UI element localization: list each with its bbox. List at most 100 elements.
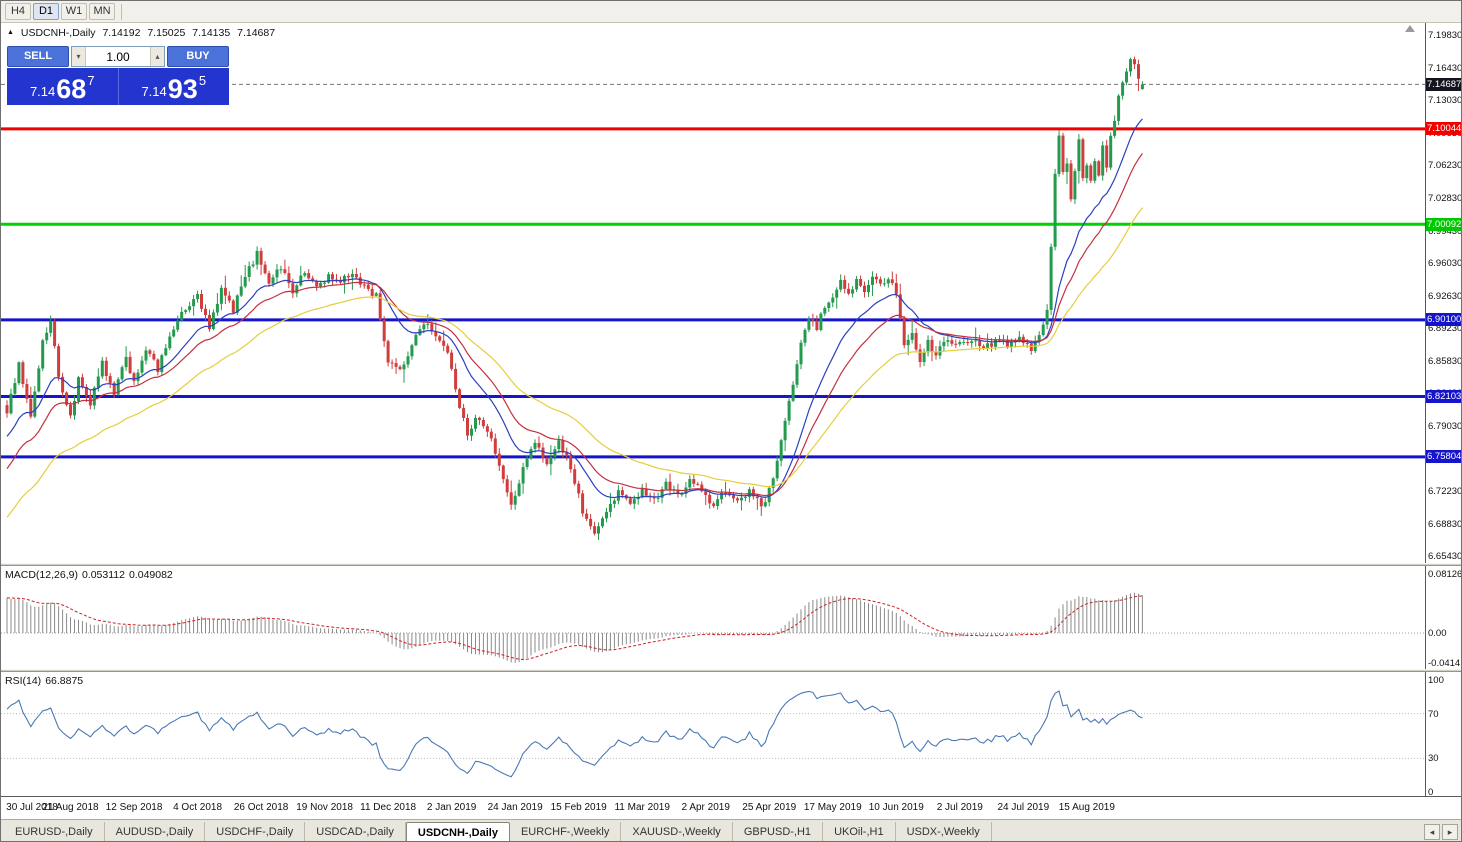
panel-splitter[interactable] <box>1 669 1461 672</box>
timeframe-button-mn[interactable]: MN <box>89 3 115 20</box>
buy-price-pip-digit: 5 <box>198 73 207 88</box>
date-axis-label: 30 Jul 2018 <box>6 802 58 813</box>
price-axis-label: 6.85830 <box>1428 355 1462 367</box>
chart-tab-ukoil-h1[interactable]: UKOil-,H1 <box>823 822 896 841</box>
chart-symbol-label: USDCNH-,Daily <box>20 27 96 39</box>
chart-tab-eurusd-daily[interactable]: EURUSD-,Daily <box>4 822 105 841</box>
volume-decrease-button[interactable]: ▾ <box>72 47 86 66</box>
date-axis-label: 2 Jan 2019 <box>426 802 477 813</box>
sell-price-big-digits: 68 <box>56 74 87 104</box>
arrow-left-icon: ◂ <box>1429 826 1435 837</box>
chart-tab-eurchf-weekly[interactable]: EURCHF-,Weekly <box>510 822 622 841</box>
support-level-badge: 7.00092 <box>1426 217 1462 231</box>
sell-price-pip-digit: 7 <box>87 73 95 88</box>
symbol-marker-icon: ▲ <box>7 29 14 36</box>
price-axis-label: 6.99430 <box>1428 225 1462 237</box>
price-axis-label: 6.68830 <box>1428 518 1462 530</box>
price-axis-label: 6.72230 <box>1428 486 1462 498</box>
date-axis-label: 12 Sep 2018 <box>105 802 163 813</box>
chart-tab-usdcnh-daily[interactable]: USDCNH-,Daily <box>405 822 510 841</box>
timeframe-button-h4[interactable]: H4 <box>5 3 31 20</box>
rsi-axis-label: 70 <box>1428 708 1439 720</box>
macd-chart[interactable] <box>1 566 1425 669</box>
chart-tab-gbpusd-h1[interactable]: GBPUSD-,H1 <box>733 822 824 841</box>
chevron-up-icon: ▴ <box>155 52 160 61</box>
date-axis-label: 21 Aug 2018 <box>42 802 99 813</box>
buy-price-big-digits: 93 <box>167 74 198 104</box>
sell-price-display[interactable]: 7.14 68 7 <box>7 68 119 105</box>
panel-splitter[interactable] <box>1 563 1461 566</box>
rsi-axis-label: 100 <box>1428 675 1444 686</box>
price-axis-label: 7.13030 <box>1428 95 1462 107</box>
buy-button[interactable]: BUY <box>167 46 229 67</box>
blue-level-badge: 6.75804 <box>1426 450 1462 464</box>
buy-price-prefix: 7.14 <box>141 84 167 99</box>
timeframe-toolbar: H4 D1 W1 MN <box>1 1 1461 23</box>
ohlc-open: 7.14192 <box>102 27 141 39</box>
tab-scroll-right-button[interactable]: ▸ <box>1442 823 1458 840</box>
date-axis-label: 15 Aug 2019 <box>1058 802 1115 813</box>
date-axis-label: 26 Oct 2018 <box>233 802 289 813</box>
moving-average-line <box>6 153 1143 497</box>
volume-input[interactable] <box>86 47 150 66</box>
macd-panel[interactable]: MACD(12,26,9) 0.053112 0.049082 <box>1 566 1426 669</box>
chart-tab-usdx-weekly[interactable]: USDX-,Weekly <box>896 822 992 841</box>
macd-signal-value: 0.049082 <box>128 569 173 581</box>
timeframe-button-d1[interactable]: D1 <box>33 3 59 20</box>
price-axis-label: 6.92630 <box>1428 290 1462 302</box>
date-axis-label: 19 Nov 2018 <box>296 802 353 813</box>
date-axis-label: 25 Apr 2019 <box>742 802 797 813</box>
sell-price-prefix: 7.14 <box>29 84 56 99</box>
macd-axis[interactable]: 0.08126 0.00 -0.04141 <box>1426 566 1461 669</box>
price-axis-label: 6.65430 <box>1428 551 1462 563</box>
date-axis[interactable]: 30 Jul 2018 21 Aug 2018 12 Sep 2018 4 Oct 2… <box>1 796 1461 819</box>
macd-value: 0.053112 <box>81 569 125 581</box>
date-axis-label: 11 Mar 2019 <box>614 802 670 813</box>
blue-level-badge: 6.82103 <box>1426 390 1462 404</box>
price-axis[interactable]: 7.198307.164307.130307.096307.062307.028… <box>1426 23 1462 563</box>
date-axis-label: 4 Oct 2018 <box>173 802 222 813</box>
tab-scroll-left-button[interactable]: ◂ <box>1424 823 1440 840</box>
candlestick-chart[interactable] <box>1 23 1425 563</box>
tab-scroll-arrows: ◂ ▸ <box>1424 820 1461 841</box>
chart-tab-usdcad-daily[interactable]: USDCAD-,Daily <box>305 822 406 841</box>
price-axis-label: 7.19830 <box>1428 30 1462 42</box>
chart-info-line: ▲ USDCNH-,Daily 7.14192 7.15025 7.14135 … <box>7 27 279 39</box>
blue-level-badge: 6.90100 <box>1426 313 1462 327</box>
date-axis-label: 11 Dec 2018 <box>360 802 417 813</box>
date-axis-label: 15 Feb 2019 <box>550 802 607 813</box>
sell-button[interactable]: SELL <box>7 46 69 67</box>
price-axis-label: 6.89230 <box>1428 323 1462 335</box>
rsi-axis[interactable]: 100 70 30 0 <box>1426 672 1461 796</box>
chart-tab-usdchf-daily[interactable]: USDCHF-,Daily <box>205 822 306 841</box>
macd-axis-label: 0.00 <box>1428 628 1447 639</box>
one-click-trading-panel: SELL ▾ ▴ BUY 7.14 68 7 7.14 93 5 <box>7 46 229 105</box>
ohlc-close: 7.14687 <box>237 27 276 39</box>
rsi-axis-label: 0 <box>1428 787 1434 796</box>
rsi-panel[interactable]: RSI(14) 66.8875 <box>1 672 1426 796</box>
chevron-down-icon: ▾ <box>76 52 81 61</box>
rsi-label: RSI(14) 66.8875 <box>5 675 87 687</box>
price-axis-label: 6.79030 <box>1428 420 1462 432</box>
date-axis-label: 2 Apr 2019 <box>681 802 730 813</box>
resistance-level-badge: 7.10044 <box>1426 122 1462 136</box>
timeframe-buttons: H4 D1 W1 MN <box>5 3 115 20</box>
price-chart-panel[interactable]: ▲ USDCNH-,Daily 7.14192 7.15025 7.14135 … <box>1 23 1426 563</box>
macd-name: MACD(12,26,9) <box>5 569 78 581</box>
price-axis-label: 7.16430 <box>1428 62 1462 74</box>
price-axis-label: 6.96030 <box>1428 258 1462 270</box>
volume-increase-button[interactable]: ▴ <box>150 47 164 66</box>
rsi-chart[interactable] <box>1 672 1425 796</box>
price-axis-label: 7.02830 <box>1428 193 1462 204</box>
chart-tab-audusd-daily[interactable]: AUDUSD-,Daily <box>105 822 206 841</box>
moving-average-line <box>6 207 1143 518</box>
moving-average-line <box>6 118 1143 499</box>
rsi-name: RSI(14) <box>5 675 42 687</box>
ohlc-high: 7.15025 <box>147 27 186 39</box>
timeframe-button-w1[interactable]: W1 <box>61 3 87 20</box>
rsi-value: 66.8875 <box>45 675 84 687</box>
buy-price-display[interactable]: 7.14 93 5 <box>118 68 229 105</box>
chart-tab-xauusd-weekly[interactable]: XAUUSD-,Weekly <box>621 822 733 841</box>
rsi-axis-label: 30 <box>1428 753 1439 765</box>
